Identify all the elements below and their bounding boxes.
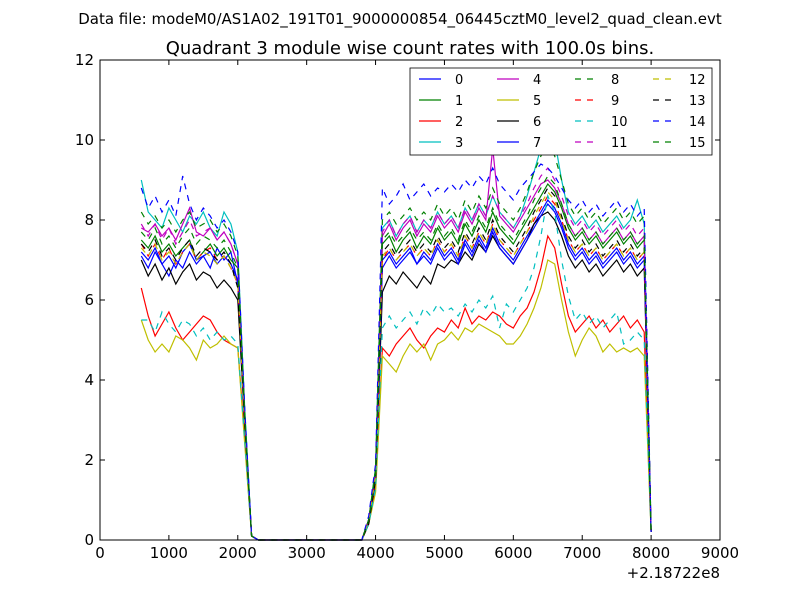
x-tick-label: 0 <box>95 544 105 562</box>
y-tick-label: 0 <box>84 531 94 549</box>
y-tick-label: 12 <box>75 51 94 69</box>
legend-label-6: 6 <box>533 115 541 130</box>
x-tick-label: 1000 <box>150 544 188 562</box>
series-line-12 <box>140 190 652 541</box>
y-tick-label: 4 <box>84 371 94 389</box>
legend-label-3: 3 <box>455 136 463 151</box>
legend-label-15: 15 <box>689 136 706 151</box>
legend-label-14: 14 <box>689 115 706 130</box>
x-tick-label: 9000 <box>701 544 739 562</box>
series-line-2 <box>140 234 652 541</box>
legend-label-2: 2 <box>455 115 463 130</box>
series-line-5 <box>140 259 652 541</box>
y-tick-label: 10 <box>75 131 94 149</box>
chart-title: Quadrant 3 module wise count rates with … <box>166 38 655 59</box>
legend-label-8: 8 <box>611 73 619 88</box>
series-line-10 <box>141 193 652 541</box>
series-line-3 <box>140 126 652 541</box>
x-tick-label: 3000 <box>288 544 326 562</box>
figure-suptitle: Data file: modeM0/AS1A02_191T01_90000008… <box>78 10 722 29</box>
series-layer <box>140 126 652 541</box>
legend-label-7: 7 <box>533 136 541 151</box>
legend-frame <box>409 67 713 156</box>
y-tick-label: 8 <box>84 211 94 229</box>
legend-label-11: 11 <box>611 136 628 151</box>
legend-label-0: 0 <box>455 73 463 88</box>
series-line-0 <box>140 198 652 541</box>
series-line-11 <box>140 166 652 541</box>
x-tick-label: 2000 <box>219 544 257 562</box>
axis-ticks: 0 1000 2000 3000 4000 5000 6000 7000 8000 9000 0 2 4… <box>75 51 739 562</box>
series-line-15 <box>140 174 652 541</box>
legend-label-13: 13 <box>689 94 706 109</box>
x-tick-label: 4000 <box>356 544 394 562</box>
legend-label-5: 5 <box>533 94 541 109</box>
series-line-6 <box>140 211 652 541</box>
series-line-13 <box>140 186 652 541</box>
legend-label-1: 1 <box>455 94 463 109</box>
x-offset-label: +2.18722e8 <box>627 564 720 582</box>
legend-label-10: 10 <box>611 115 628 130</box>
legend-label-9: 9 <box>611 94 619 109</box>
x-tick-label: 8000 <box>632 544 670 562</box>
x-tick-label: 5000 <box>425 544 463 562</box>
series-line-8 <box>140 142 652 541</box>
series-line-7 <box>140 202 652 541</box>
series-line-1 <box>140 182 652 541</box>
legend-label-4: 4 <box>533 73 541 88</box>
x-tick-label: 7000 <box>563 544 601 562</box>
y-tick-label: 2 <box>84 451 94 469</box>
x-tick-label: 6000 <box>494 544 532 562</box>
y-tick-label: 6 <box>84 291 94 309</box>
legend-label-12: 12 <box>689 73 706 88</box>
